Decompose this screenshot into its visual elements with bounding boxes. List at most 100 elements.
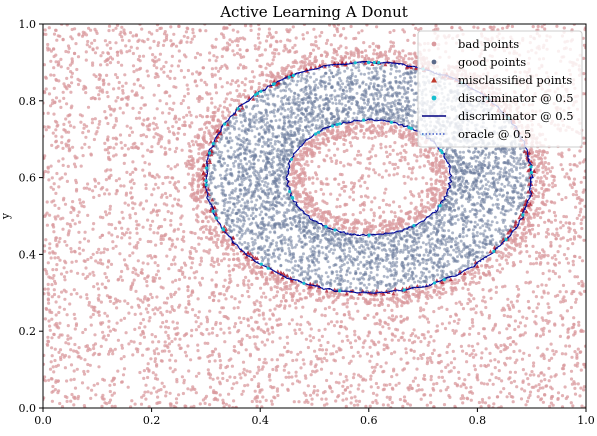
bad-point	[526, 377, 530, 381]
bad-point	[166, 175, 170, 179]
bad-point	[154, 243, 158, 247]
bad-point	[497, 331, 502, 335]
bad-point	[472, 364, 476, 368]
bad-point	[92, 285, 96, 289]
bad-point	[513, 319, 518, 323]
bad-point	[267, 332, 271, 336]
bad-point	[50, 354, 54, 358]
bad-point	[579, 292, 583, 296]
bad-point	[160, 193, 164, 197]
bad-point	[281, 353, 285, 357]
bad-point	[524, 281, 528, 285]
bad-point	[473, 271, 477, 275]
bad-point	[69, 378, 73, 382]
bad-point	[131, 64, 136, 68]
bad-point	[214, 270, 218, 274]
bad-point	[167, 349, 171, 353]
bad-point	[536, 223, 541, 228]
bad-point	[253, 342, 257, 346]
bad-point	[236, 94, 240, 98]
bad-point	[198, 227, 203, 231]
bad-point	[70, 81, 74, 85]
bad-point	[188, 250, 192, 254]
bad-point	[46, 343, 50, 347]
bad-point	[280, 383, 284, 387]
bad-point	[256, 308, 260, 312]
bad-point	[385, 297, 389, 301]
bad-point	[146, 148, 150, 152]
bad-point	[173, 150, 177, 154]
bad-point	[227, 269, 231, 273]
bad-point	[183, 123, 187, 128]
bad-point	[133, 212, 138, 216]
bad-point	[87, 300, 91, 305]
bad-point	[104, 338, 108, 342]
bad-point	[179, 39, 183, 43]
bad-point	[299, 366, 303, 370]
bad-point	[290, 298, 294, 302]
bad-point	[59, 105, 63, 109]
bad-point	[64, 261, 68, 265]
bad-point	[579, 207, 583, 211]
bad-point	[351, 198, 356, 202]
bad-point	[561, 367, 566, 371]
bad-point	[373, 135, 377, 139]
bad-point	[583, 169, 586, 173]
bad-point	[116, 338, 120, 342]
bad-point	[377, 173, 381, 177]
bad-point	[340, 217, 344, 221]
bad-point	[352, 184, 356, 188]
bad-point	[174, 278, 178, 282]
bad-point	[464, 352, 469, 356]
bad-point	[156, 186, 160, 190]
bad-point	[165, 195, 169, 199]
bad-point	[331, 134, 335, 139]
bad-point	[102, 334, 106, 338]
bad-point	[43, 317, 48, 321]
bad-point	[76, 77, 80, 81]
bad-point	[230, 40, 234, 44]
bad-point	[371, 42, 375, 46]
bad-point	[258, 41, 262, 45]
bad-point	[143, 295, 147, 299]
bad-point	[335, 27, 339, 31]
bad-point	[122, 184, 126, 188]
bad-point	[238, 36, 242, 41]
bad-point	[240, 294, 244, 298]
bad-point	[213, 105, 217, 109]
bad-point	[465, 270, 470, 274]
bad-point	[321, 391, 326, 395]
bad-point	[559, 163, 563, 167]
bad-point	[491, 328, 495, 332]
bad-point	[440, 305, 444, 309]
bad-point	[469, 385, 473, 389]
bad-point	[447, 321, 451, 325]
bad-point	[171, 280, 175, 284]
bad-point	[82, 123, 86, 127]
bad-point	[65, 399, 69, 403]
bad-point	[105, 137, 110, 141]
bad-point	[540, 316, 544, 320]
bad-point	[357, 383, 361, 387]
bad-point	[193, 231, 197, 236]
bad-point	[394, 315, 398, 319]
bad-point	[213, 347, 218, 351]
bad-point	[122, 258, 127, 262]
bad-point	[121, 216, 125, 220]
bad-point	[309, 43, 314, 47]
bad-point	[153, 351, 157, 356]
bad-point	[175, 137, 179, 141]
bad-point	[72, 312, 76, 316]
bad-point	[297, 400, 301, 404]
bad-point	[109, 46, 113, 51]
bad-point	[400, 144, 404, 148]
bad-point	[266, 34, 270, 39]
bad-point	[339, 160, 343, 165]
bad-point	[51, 98, 55, 102]
bad-point	[99, 251, 103, 255]
bad-point	[127, 342, 131, 346]
bad-point	[360, 29, 364, 33]
bad-point	[403, 196, 407, 200]
bad-point	[256, 347, 260, 351]
bad-point	[133, 327, 137, 331]
